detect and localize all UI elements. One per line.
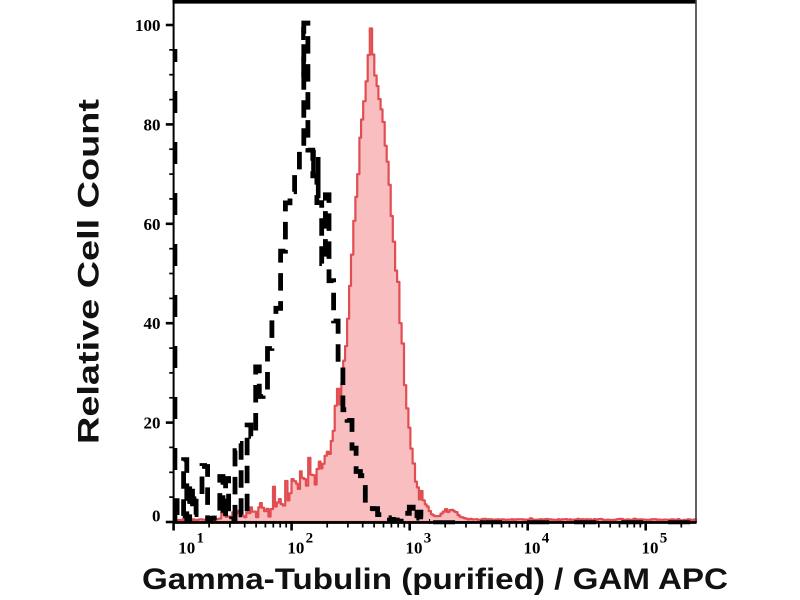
svg-text:2: 2 bbox=[306, 531, 314, 547]
svg-text:1: 1 bbox=[197, 531, 205, 547]
svg-text:Gamma-Tubulin (purified) / GAM: Gamma-Tubulin (purified) / GAM APC bbox=[142, 563, 728, 596]
svg-text:100: 100 bbox=[135, 16, 161, 35]
svg-text:4: 4 bbox=[542, 531, 550, 547]
svg-text:10: 10 bbox=[178, 539, 195, 558]
svg-text:5: 5 bbox=[660, 531, 668, 547]
svg-text:Relative Cell Count: Relative Cell Count bbox=[73, 99, 106, 444]
svg-text:40: 40 bbox=[144, 314, 161, 333]
svg-text:0: 0 bbox=[152, 507, 161, 526]
svg-text:3: 3 bbox=[424, 531, 432, 547]
svg-text:20: 20 bbox=[144, 414, 161, 433]
svg-text:10: 10 bbox=[642, 539, 659, 558]
svg-text:10: 10 bbox=[287, 539, 304, 558]
svg-text:10: 10 bbox=[524, 539, 541, 558]
svg-text:60: 60 bbox=[144, 215, 161, 234]
svg-text:10: 10 bbox=[406, 539, 423, 558]
svg-text:80: 80 bbox=[144, 115, 161, 134]
